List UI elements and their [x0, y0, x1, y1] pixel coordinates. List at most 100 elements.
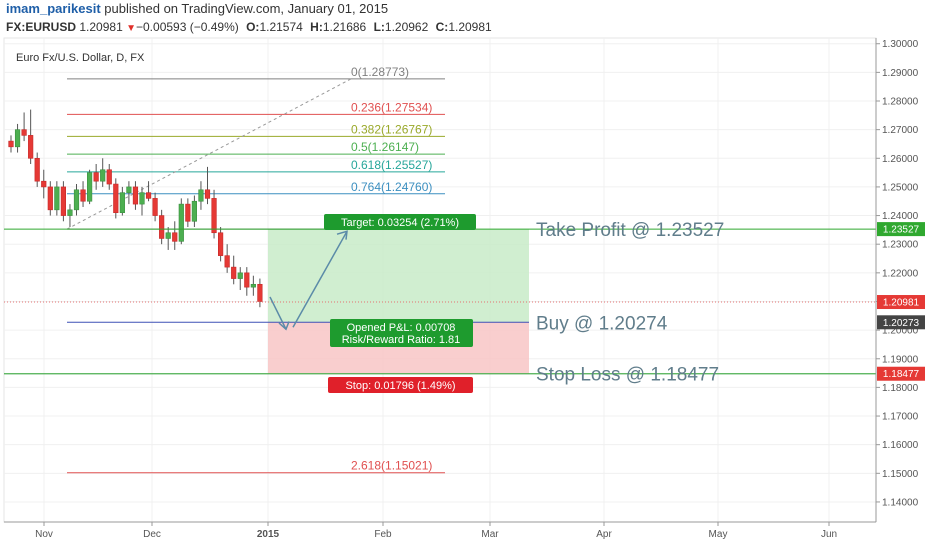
y-tick-label: 1.14000 — [882, 497, 919, 508]
low-value: 1.20962 — [384, 20, 429, 34]
y-tick-label: 1.22000 — [882, 268, 919, 279]
candle-body-down — [185, 203, 191, 222]
projection-down-line — [269, 296, 287, 330]
candle-body-down — [244, 272, 250, 288]
candle — [87, 169, 93, 205]
price-mark: 1.20981 — [877, 295, 925, 310]
candle — [139, 186, 145, 216]
y-tick-label: 1.30000 — [882, 39, 919, 50]
author-link[interactable]: imam_parikesit — [6, 1, 101, 16]
candle-body-up — [73, 189, 80, 211]
candle-body-down — [159, 215, 165, 239]
candle — [244, 267, 250, 296]
svg-text:1.20273: 1.20273 — [883, 318, 920, 329]
candle — [47, 181, 53, 216]
fib-level-label: 2.618(1.15021) — [351, 459, 432, 473]
candle — [60, 181, 66, 222]
candle — [126, 181, 132, 205]
high-label: H: — [310, 20, 323, 34]
y-tick-label: 1.16000 — [882, 440, 919, 451]
candle — [231, 255, 237, 285]
candle-body-down — [113, 183, 119, 213]
candle — [159, 209, 165, 245]
svg-text:Risk/Reward Ratio: 1.81: Risk/Reward Ratio: 1.81 — [342, 334, 461, 346]
candle — [93, 164, 99, 190]
candle — [54, 181, 60, 216]
candle — [204, 166, 211, 205]
candle-body-down — [231, 266, 237, 279]
drawing-overlay: Target: 0.03254 (2.71%) Stop: 0.01796 (1.… — [4, 214, 876, 393]
candle-body-up — [191, 200, 198, 222]
candle — [8, 135, 14, 153]
candle-body-down — [218, 232, 224, 256]
high-value: 1.21686 — [322, 20, 367, 34]
fib-level-label: 0.236(1.27534) — [351, 100, 432, 114]
y-tick-label: 1.19000 — [882, 354, 919, 365]
symbol-name: FX:EURUSD — [6, 20, 77, 34]
candle — [191, 195, 198, 228]
candle-body-down — [106, 169, 112, 185]
open-value: 1.21574 — [259, 20, 303, 34]
candle-body-up — [87, 172, 93, 202]
candle — [178, 198, 184, 245]
candle-body-down — [132, 186, 139, 205]
candle — [106, 164, 112, 190]
projection-up-line — [292, 230, 348, 328]
price-axis: 1.30000 1.29000 1.28000 1.27000 1.26000 1.250… — [4, 38, 925, 540]
candle — [132, 181, 139, 210]
price-mark: 1.20273 — [877, 315, 925, 330]
x-tick-label: Nov — [35, 529, 53, 540]
y-tick-label: 1.26000 — [882, 154, 919, 165]
x-tick-label: 2015 — [257, 529, 280, 540]
candle-body-down — [28, 135, 34, 159]
candle — [119, 186, 125, 216]
down-arrow-icon: ▼ — [126, 23, 136, 34]
candle-body-up — [119, 192, 125, 213]
y-tick-label: 1.24000 — [882, 211, 919, 222]
candle — [152, 192, 158, 222]
candle-body-down — [204, 189, 211, 199]
publish-text: published on TradingView.com, January 01… — [104, 1, 389, 16]
y-tick-label: 1.17000 — [882, 412, 919, 423]
candle-body-up — [237, 272, 243, 279]
y-tick-label: 1.25000 — [882, 182, 919, 193]
price-mark: 1.18477 — [877, 366, 925, 381]
svg-text:1.18477: 1.18477 — [883, 369, 920, 380]
arrow-head-icon — [336, 230, 348, 240]
fib-level-label: 0.618(1.25527) — [351, 158, 432, 172]
candle — [14, 123, 21, 153]
candlestick-series — [8, 109, 263, 308]
candle — [28, 109, 34, 165]
candle — [250, 275, 256, 296]
y-tick-label: 1.15000 — [882, 469, 919, 480]
y-tick-label: 1.18000 — [882, 383, 919, 394]
x-tick-label: Apr — [596, 529, 612, 540]
symbol-quote: FX:EURUSD 1.20981 ▼−0.00593 (−0.49%) O:1… — [6, 20, 492, 34]
y-tick-label: 1.29000 — [882, 68, 919, 79]
candle-body-down — [211, 198, 217, 234]
candle-body-down — [80, 189, 86, 202]
candle-body-down — [93, 172, 99, 182]
stop-label-box: Stop: 0.01796 (1.49%) — [328, 377, 473, 393]
candle-body-down — [224, 255, 230, 268]
candle-body-down — [8, 140, 14, 148]
fib-level-label: 0.382(1.26767) — [351, 122, 432, 136]
candle — [113, 178, 119, 219]
candle — [80, 181, 86, 207]
candle — [237, 267, 243, 291]
price-mark: 1.23527 — [877, 222, 925, 237]
candle — [73, 184, 80, 216]
candle-body-up — [54, 186, 60, 211]
x-tick-label: Feb — [374, 529, 392, 540]
candle — [145, 181, 152, 202]
arrow-head-icon — [278, 321, 290, 331]
x-tick-label: Dec — [143, 529, 161, 540]
candle-body-up — [139, 192, 145, 205]
candle — [198, 181, 204, 210]
svg-text:1.23527: 1.23527 — [883, 225, 920, 236]
candle-body-down — [34, 157, 40, 182]
candle — [185, 198, 191, 228]
fib-level-label: 0.764(1.24760) — [351, 180, 432, 194]
